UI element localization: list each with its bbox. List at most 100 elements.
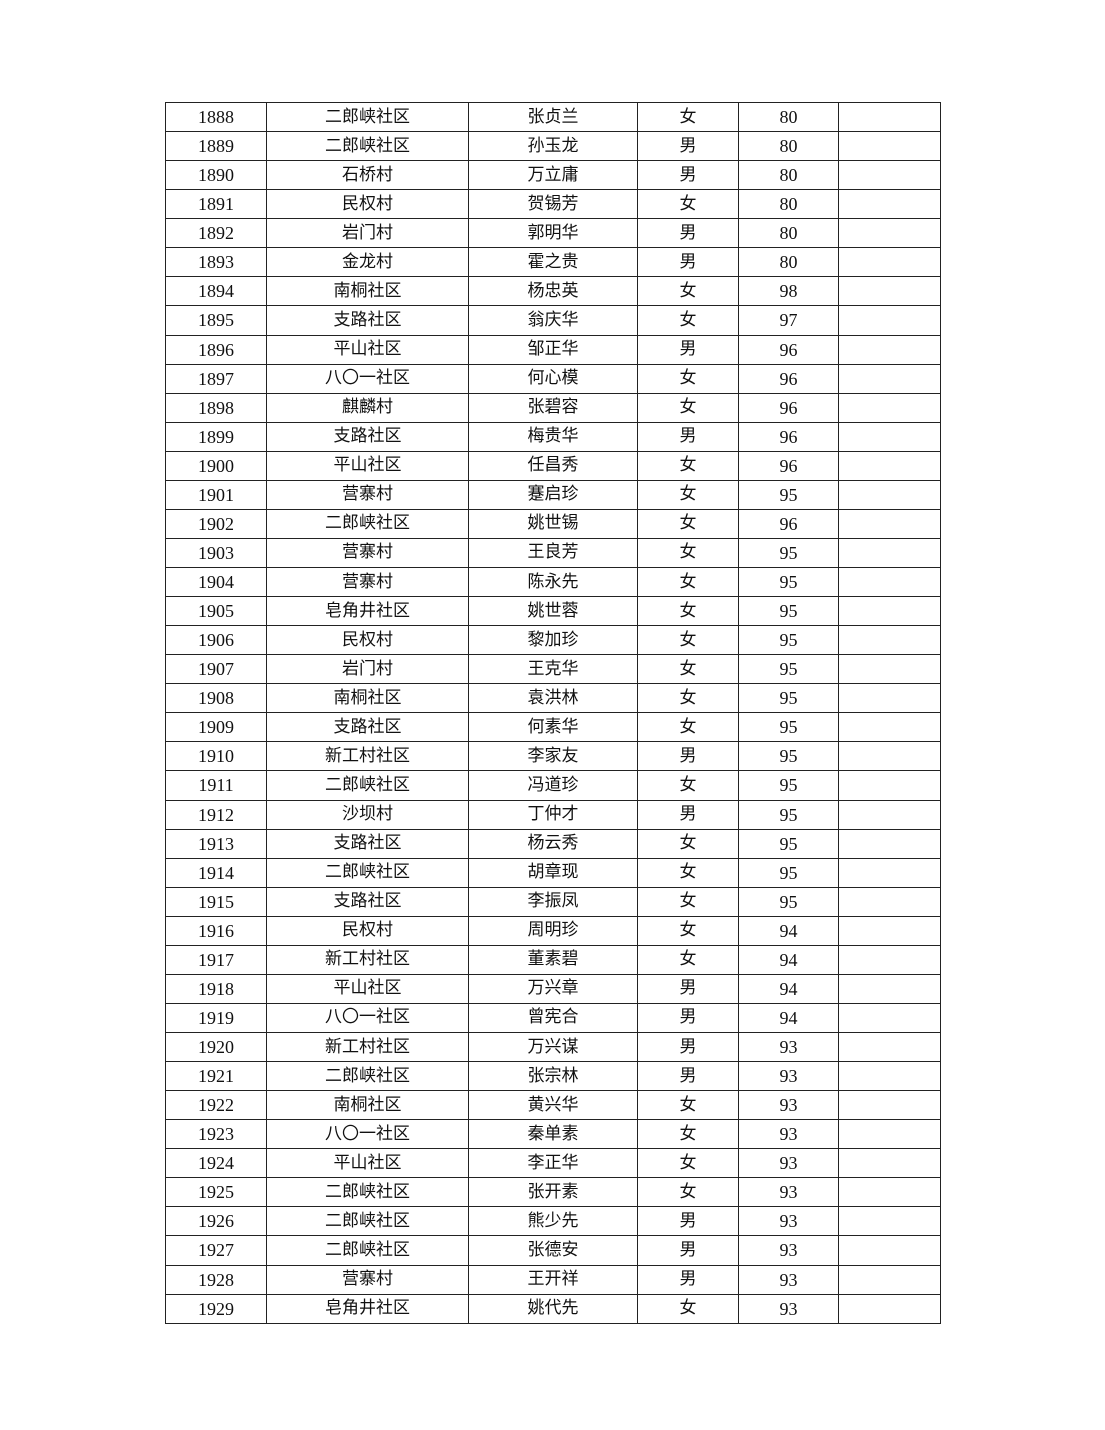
- table-row: 1895 支路社区 翁庆华女 97: [165, 305, 941, 336]
- serial-number-cell: 1928: [165, 1264, 267, 1295]
- age-cell: 95: [738, 537, 839, 569]
- community-cell: 二郎峡社区: [266, 508, 469, 539]
- remarks-cell: [838, 1119, 941, 1150]
- community-cell: 南桐社区: [266, 683, 469, 714]
- table-row: 1923 八〇一社区 秦单素女 93: [165, 1119, 941, 1150]
- remarks-cell: [838, 1090, 941, 1121]
- name-cell: 陈永先: [468, 566, 638, 598]
- age-cell: 95: [738, 828, 839, 859]
- remarks-cell: [838, 886, 941, 917]
- serial-number-cell: 1914: [165, 857, 267, 888]
- gender-cell: 女: [637, 101, 739, 133]
- table-row: 1917 新工村社区 董素碧女 94: [165, 944, 941, 975]
- roster-table: 1888 二郎峡社区 张贞兰女 80 1889 二郎峡社区 孙玉龙男 80 1890 石桥村 万立庸…: [165, 101, 941, 1324]
- community-cell: 金龙村: [266, 247, 469, 278]
- age-cell: 93: [738, 1119, 839, 1150]
- serial-number-cell: 1898: [165, 392, 267, 423]
- remarks-cell: [838, 276, 941, 307]
- serial-number-cell: 1895: [165, 305, 267, 336]
- table-row: 1907 岩门村 王克华女 95: [165, 654, 941, 685]
- table-row: 1894 南桐社区 杨忠英女 98: [165, 276, 941, 307]
- table-row: 1900 平山社区 任昌秀女 96: [165, 450, 941, 481]
- age-cell: 95: [738, 479, 839, 510]
- age-cell: 96: [738, 392, 839, 423]
- name-cell: 丁仲才: [468, 799, 638, 830]
- gender-cell: 女: [637, 479, 739, 510]
- name-cell: 何素华: [468, 712, 638, 743]
- serial-number-cell: 1924: [165, 1148, 267, 1179]
- remarks-cell: [838, 421, 941, 452]
- table-row: 1902 二郎峡社区 姚世锡女 96: [165, 508, 941, 539]
- community-cell: 二郎峡社区: [266, 1177, 469, 1208]
- name-cell: 秦单素: [468, 1119, 638, 1150]
- name-cell: 郭明华: [468, 218, 638, 249]
- name-cell: 姚代先: [468, 1293, 638, 1324]
- table-row: 1925 二郎峡社区 张开素女 93: [165, 1177, 941, 1208]
- table-row: 1910 新工村社区 李家友男 95: [165, 741, 941, 772]
- name-cell: 熊少先: [468, 1206, 638, 1237]
- community-cell: 平山社区: [266, 334, 469, 365]
- community-cell: 平山社区: [266, 973, 469, 1004]
- serial-number-cell: 1918: [165, 973, 267, 1004]
- table-row: 1909 支路社区 何素华女 95: [165, 712, 941, 743]
- community-cell: 二郎峡社区: [266, 1235, 469, 1266]
- remarks-cell: [838, 218, 941, 249]
- name-cell: 胡章现: [468, 857, 638, 888]
- age-cell: 95: [738, 857, 839, 888]
- remarks-cell: [838, 1061, 941, 1092]
- remarks-cell: [838, 305, 941, 336]
- serial-number-cell: 1906: [165, 625, 267, 656]
- community-cell: 八〇一社区: [266, 1119, 469, 1150]
- gender-cell: 女: [637, 276, 739, 307]
- name-cell: 邹正华: [468, 334, 638, 365]
- remarks-cell: [838, 131, 941, 162]
- name-cell: 贺锡芳: [468, 189, 638, 220]
- table-row: 1916 民权村 周明珍女 94: [165, 915, 941, 946]
- table-row: 1911 二郎峡社区 冯道珍女 95: [165, 770, 941, 801]
- remarks-cell: [838, 973, 941, 1004]
- community-cell: 新工村社区: [266, 944, 469, 975]
- age-cell: 97: [738, 305, 839, 336]
- name-cell: 梅贵华: [468, 421, 638, 452]
- remarks-cell: [838, 915, 941, 946]
- remarks-cell: [838, 537, 941, 569]
- age-cell: 93: [738, 1090, 839, 1121]
- table-row: 1913 支路社区 杨云秀女 95: [165, 828, 941, 859]
- serial-number-cell: 1921: [165, 1061, 267, 1092]
- table-row: 1920 新工村社区 万兴谋男 93: [165, 1031, 941, 1063]
- gender-cell: 男: [637, 421, 739, 452]
- serial-number-cell: 1916: [165, 915, 267, 946]
- serial-number-cell: 1926: [165, 1206, 267, 1237]
- table-row: 1912 沙坝村 丁仲才男 95: [165, 799, 941, 830]
- gender-cell: 女: [637, 915, 739, 946]
- community-cell: 沙坝村: [266, 799, 469, 830]
- age-cell: 96: [738, 334, 839, 365]
- community-cell: 南桐社区: [266, 1090, 469, 1121]
- serial-number-cell: 1897: [165, 363, 267, 394]
- table-row: 1927 二郎峡社区 张德安男 93: [165, 1235, 941, 1266]
- name-cell: 黄兴华: [468, 1090, 638, 1121]
- table-row: 1914 二郎峡社区 胡章现女 95: [165, 857, 941, 888]
- table-row: 1922 南桐社区 黄兴华女 93: [165, 1090, 941, 1121]
- community-cell: 支路社区: [266, 886, 469, 917]
- name-cell: 周明珍: [468, 915, 638, 946]
- age-cell: 80: [738, 189, 839, 220]
- gender-cell: 男: [637, 973, 739, 1004]
- community-cell: 石桥村: [266, 160, 469, 191]
- age-cell: 95: [738, 596, 839, 627]
- name-cell: 王克华: [468, 654, 638, 685]
- table-row: 1905 皂角井社区 姚世蓉女 95: [165, 596, 941, 627]
- remarks-cell: [838, 1235, 941, 1266]
- serial-number-cell: 1888: [165, 101, 267, 133]
- serial-number-cell: 1907: [165, 654, 267, 685]
- serial-number-cell: 1920: [165, 1031, 267, 1063]
- age-cell: 93: [738, 1293, 839, 1324]
- gender-cell: 男: [637, 1002, 739, 1034]
- remarks-cell: [838, 247, 941, 278]
- name-cell: 董素碧: [468, 944, 638, 975]
- remarks-cell: [838, 392, 941, 423]
- age-cell: 95: [738, 625, 839, 656]
- name-cell: 张开素: [468, 1177, 638, 1208]
- community-cell: 支路社区: [266, 712, 469, 743]
- community-cell: 新工村社区: [266, 741, 469, 772]
